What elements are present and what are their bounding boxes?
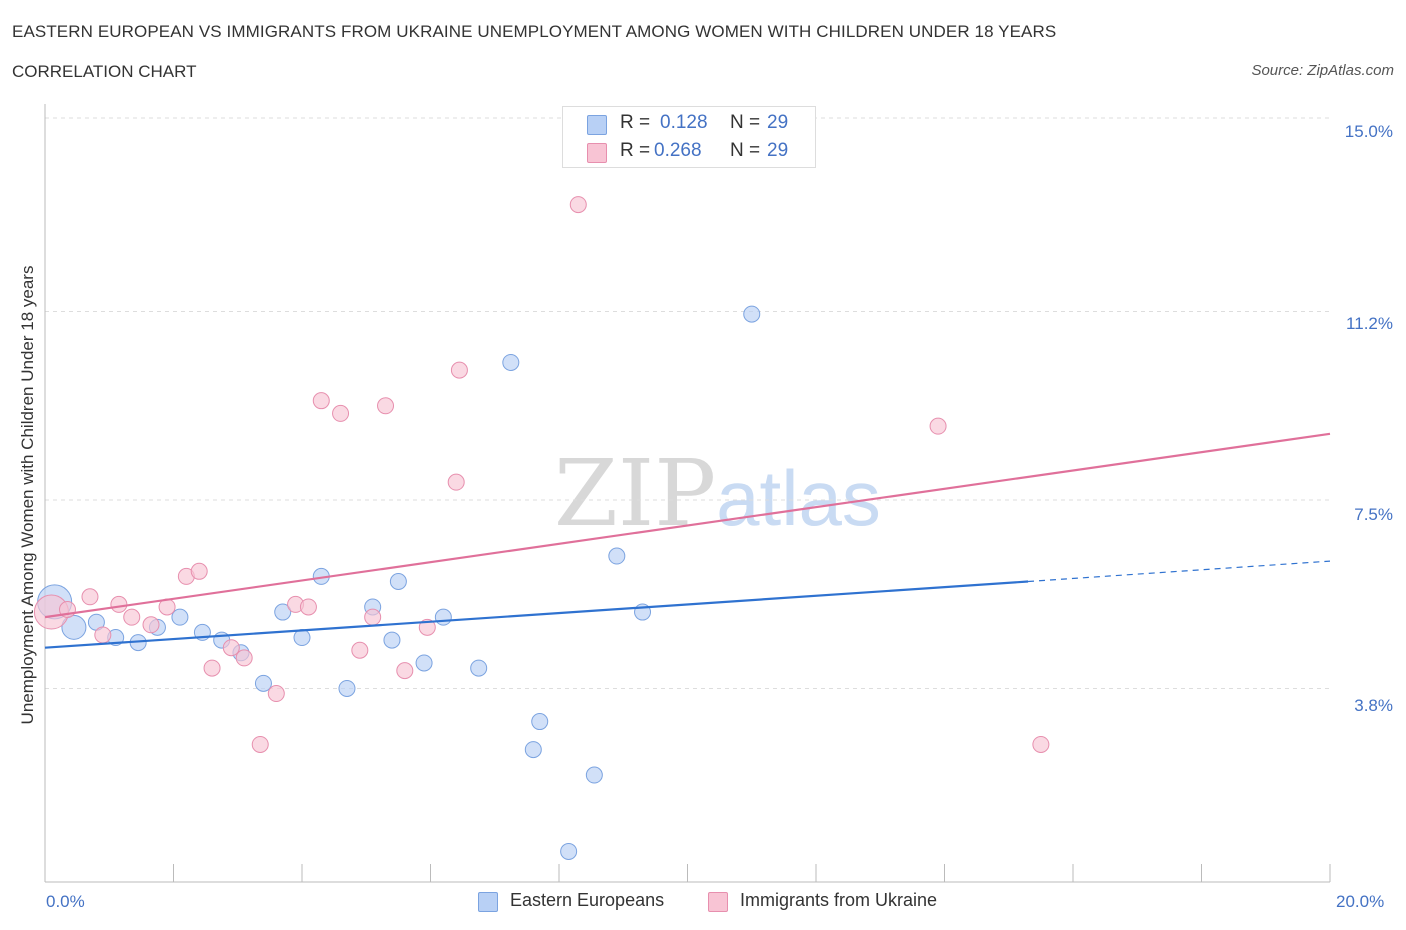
legend-r-value: 0.268 [654, 140, 702, 161]
eastern-europeans-trendline [44, 580, 1029, 649]
ukraine-immigrants-point [569, 196, 587, 214]
eastern-europeans-point [524, 741, 542, 759]
eastern-europeans-point [608, 547, 626, 565]
legend-n-value: 29 [767, 140, 789, 161]
legend-n-label: N = [730, 112, 761, 133]
eastern-europeans-point [254, 674, 272, 692]
source-label: Source: ZipAtlas.com [1251, 62, 1394, 79]
eastern-europeans-point [383, 631, 401, 649]
ukraine-immigrants-point [450, 361, 468, 379]
y-tick-label: 15.0% [1344, 122, 1393, 141]
ukraine-immigrants-point [396, 662, 414, 680]
y-tick-label: 7.5% [1354, 505, 1393, 524]
eastern-europeans-point [502, 353, 520, 371]
eastern-europeans-trendline-extension [1027, 560, 1331, 583]
eastern-europeans-point [61, 614, 87, 640]
ukraine-immigrants-point [447, 473, 465, 491]
eastern-europeans-point [389, 572, 407, 590]
legend-r-label: R = [620, 112, 651, 133]
ukraine-immigrants-point [81, 588, 99, 606]
y-tick-label: 11.2% [1346, 314, 1393, 333]
ukraine-immigrants-point [377, 397, 395, 415]
ukraine-immigrants-point [332, 404, 350, 422]
legend-r-value: 0.128 [660, 112, 708, 133]
chart-subtitle: CORRELATION CHART [12, 62, 197, 81]
legend-label: Immigrants from Ukraine [740, 890, 938, 910]
ukraine-immigrants-point [142, 616, 160, 634]
ukraine-immigrants-point [364, 608, 382, 626]
ukraine-immigrants-point [351, 641, 369, 659]
watermark-zip: ZIP [554, 440, 717, 547]
legend-swatch [587, 143, 607, 163]
x-tick-label: 0.0% [46, 892, 85, 911]
eastern-europeans-point [585, 766, 603, 784]
watermark: ZIPatlas [554, 440, 881, 547]
ukraine-immigrants-point [235, 649, 253, 667]
ukraine-immigrants-point [267, 685, 285, 703]
chart-title: EASTERN EUROPEAN VS IMMIGRANTS FROM UKRA… [12, 22, 1057, 41]
ukraine-immigrants-point [190, 562, 208, 580]
legend-r-label: R = [620, 140, 651, 161]
ukraine-immigrants-point [110, 595, 128, 613]
ukraine-immigrants-point [251, 735, 269, 753]
legend-n-label: N = [730, 140, 761, 161]
legend-label: Eastern Europeans [510, 890, 665, 910]
ukraine-immigrants-point [299, 598, 317, 616]
ukraine-immigrants-point [1032, 735, 1050, 753]
eastern-europeans-point [434, 608, 452, 626]
y-tick-label: 3.8% [1354, 696, 1393, 715]
x-tick-label: 20.0% [1336, 892, 1385, 911]
ukraine-immigrants-point [222, 639, 240, 657]
ukraine-immigrants-point [123, 608, 141, 626]
ukraine-immigrants-point [418, 618, 436, 636]
eastern-europeans-point [338, 679, 356, 697]
legend-swatch [708, 892, 728, 912]
watermark-atlas: atlas [716, 454, 881, 542]
legend-swatch [478, 892, 498, 912]
ukraine-immigrants-point [312, 392, 330, 410]
eastern-europeans-point [743, 305, 761, 323]
eastern-europeans-point [293, 629, 311, 647]
stats-legend: R = 0.128 N = 29 R = 0.268 N = 29 [562, 106, 816, 168]
y-axis-label: Unemployment Among Women with Children U… [18, 265, 37, 725]
ukraine-immigrants-point [203, 659, 221, 677]
eastern-europeans-point [560, 842, 578, 860]
eastern-europeans-point [531, 713, 549, 731]
eastern-europeans-point [171, 608, 189, 626]
legend-swatch [587, 115, 607, 135]
eastern-europeans-point [274, 603, 292, 621]
legend-n-value: 29 [767, 112, 789, 133]
eastern-europeans-point [470, 659, 488, 677]
ukraine-immigrants-point [94, 626, 112, 644]
ukraine-immigrants-trendline [44, 432, 1331, 619]
ukraine-immigrants-point [929, 417, 947, 435]
eastern-europeans-point [415, 654, 433, 672]
